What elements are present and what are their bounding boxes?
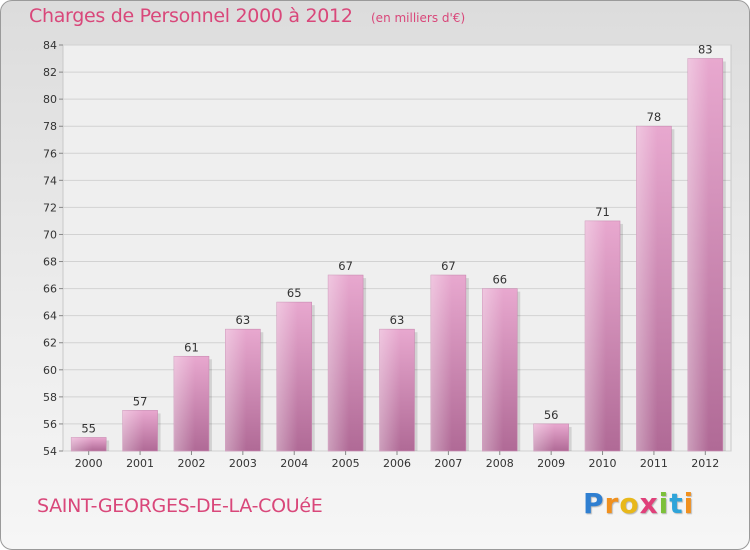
x-tick-label: 2001: [126, 457, 154, 470]
y-tick-label: 62: [43, 337, 57, 350]
data-label: 63: [390, 313, 405, 327]
chart-subtitle: (en milliers d'€): [371, 11, 466, 25]
x-tick-label: 2003: [229, 457, 257, 470]
x-tick-label: 2000: [75, 457, 103, 470]
logo-letter: i: [683, 487, 695, 520]
x-tick-label: 2005: [332, 457, 360, 470]
x-tick-label: 2007: [434, 457, 462, 470]
x-tick-label: 2009: [537, 457, 565, 470]
bar-highlight: [225, 329, 261, 451]
data-label: 63: [236, 313, 251, 327]
data-label: 67: [441, 259, 456, 273]
x-tick-label: 2006: [383, 457, 411, 470]
data-label: 83: [698, 43, 713, 57]
data-label: 66: [492, 273, 507, 287]
y-tick-label: 66: [43, 283, 57, 296]
data-label: 71: [595, 205, 610, 219]
x-tick-label: 2010: [589, 457, 617, 470]
commune-name: SAINT-GEORGES-DE-LA-COUéE: [37, 495, 323, 517]
y-tick-label: 84: [43, 39, 57, 52]
logo-letter: i: [658, 487, 670, 520]
logo-letter: P: [583, 487, 605, 520]
bar-highlight: [430, 275, 466, 451]
logo-letter: o: [619, 487, 640, 520]
bar-highlight: [687, 58, 723, 452]
y-tick-label: 64: [43, 310, 57, 323]
x-tick-label: 2008: [486, 457, 514, 470]
y-tick-label: 76: [43, 147, 57, 160]
data-label: 56: [544, 408, 559, 422]
y-tick-label: 60: [43, 364, 57, 377]
y-tick-label: 70: [43, 228, 57, 241]
data-label: 78: [647, 110, 662, 124]
bar-highlight: [71, 437, 107, 451]
y-tick-label: 80: [43, 93, 57, 106]
logo-letter: r: [604, 487, 620, 520]
x-axis: 2000 2001 2002 2003 2004 2005 2006 2007 2008 2009…: [75, 451, 719, 470]
y-tick-label: 58: [43, 391, 57, 404]
y-tick-label: 78: [43, 120, 57, 133]
chart-title: Charges de Personnel 2000 à 2012: [29, 5, 353, 27]
y-tick-label: 82: [43, 66, 57, 79]
data-label: 57: [133, 394, 148, 408]
x-tick-label: 2011: [640, 457, 668, 470]
logo-letter: x: [639, 487, 659, 520]
bar-highlight: [533, 423, 569, 451]
bars: 55 57 61 63 65 67 63 67 66 56 71 78 83: [70, 43, 726, 452]
proxiti-logo: Proxiti: [583, 487, 694, 520]
y-tick-label: 54: [43, 445, 57, 458]
bar-highlight: [173, 356, 209, 451]
bar-highlight: [379, 329, 415, 451]
y-tick-label: 56: [43, 418, 57, 431]
data-label: 61: [184, 340, 199, 354]
y-tick-label: 74: [43, 174, 57, 187]
bar-highlight: [482, 288, 518, 451]
data-label: 67: [338, 259, 353, 273]
bar-highlight: [122, 410, 158, 451]
x-tick-label: 2004: [280, 457, 308, 470]
y-tick-label: 68: [43, 256, 57, 269]
bar-highlight: [585, 220, 621, 451]
bar-highlight: [636, 126, 672, 451]
x-tick-label: 2002: [177, 457, 205, 470]
bar-highlight: [276, 302, 312, 451]
data-label: 55: [81, 421, 96, 435]
x-tick-label: 2012: [691, 457, 719, 470]
y-axis: 54 56 58 60 62 64 66 68 70 72 74 76 78 80 82 84: [43, 39, 63, 458]
y-tick-label: 72: [43, 201, 57, 214]
data-label: 65: [287, 286, 302, 300]
bar-highlight: [328, 275, 364, 451]
logo-letter: t: [669, 487, 684, 520]
